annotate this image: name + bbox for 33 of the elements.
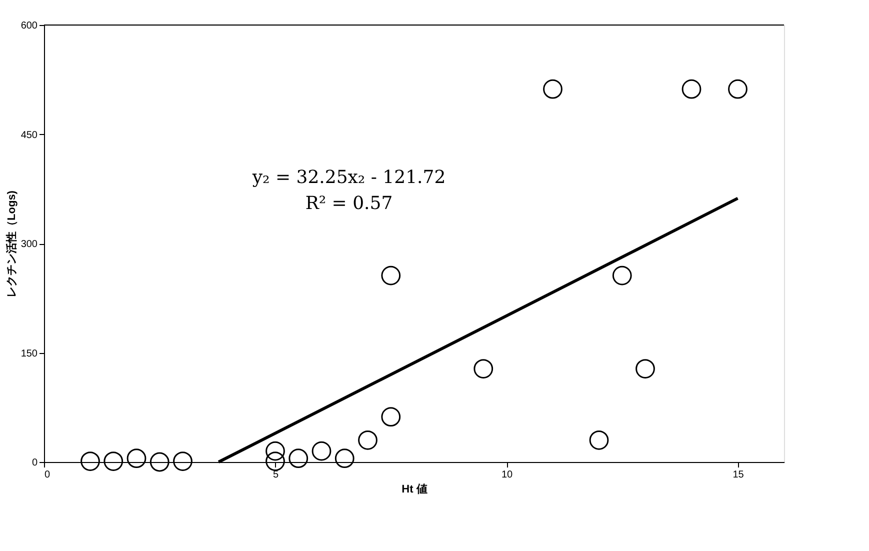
point xyxy=(636,359,655,378)
y-tick-label: 0 xyxy=(32,458,38,468)
point xyxy=(312,441,332,461)
point xyxy=(266,441,285,461)
point xyxy=(543,79,562,99)
point xyxy=(173,452,192,471)
point xyxy=(150,452,170,472)
point xyxy=(126,448,146,468)
x-axis-title: Ht 値 xyxy=(402,482,428,496)
x-tick-label: 5 xyxy=(272,470,279,480)
point xyxy=(612,266,632,286)
annotation: R² = 0.57 xyxy=(305,193,393,214)
point xyxy=(589,430,609,450)
x-tick-label: 15 xyxy=(732,470,744,480)
point xyxy=(381,266,401,286)
y-axis-title: レクチン活性（Logs) xyxy=(4,190,18,298)
y-tick-label: 600 xyxy=(20,20,38,32)
y-tick-label: 300 xyxy=(20,239,38,250)
point xyxy=(80,452,100,471)
point xyxy=(266,452,285,471)
x-tick-label: 10 xyxy=(501,470,513,480)
point xyxy=(104,452,124,471)
point xyxy=(381,407,401,427)
y-tick-label: 150 xyxy=(20,348,38,360)
y-tick-label: 450 xyxy=(20,130,38,141)
point xyxy=(474,359,494,378)
point xyxy=(728,79,748,99)
point xyxy=(682,79,702,99)
x-tick-label: 0 xyxy=(44,470,50,480)
point xyxy=(334,448,354,468)
point xyxy=(288,448,308,468)
annotation: y₂ = 32.25x₂ - 121.72 xyxy=(251,167,446,188)
point xyxy=(358,430,378,450)
